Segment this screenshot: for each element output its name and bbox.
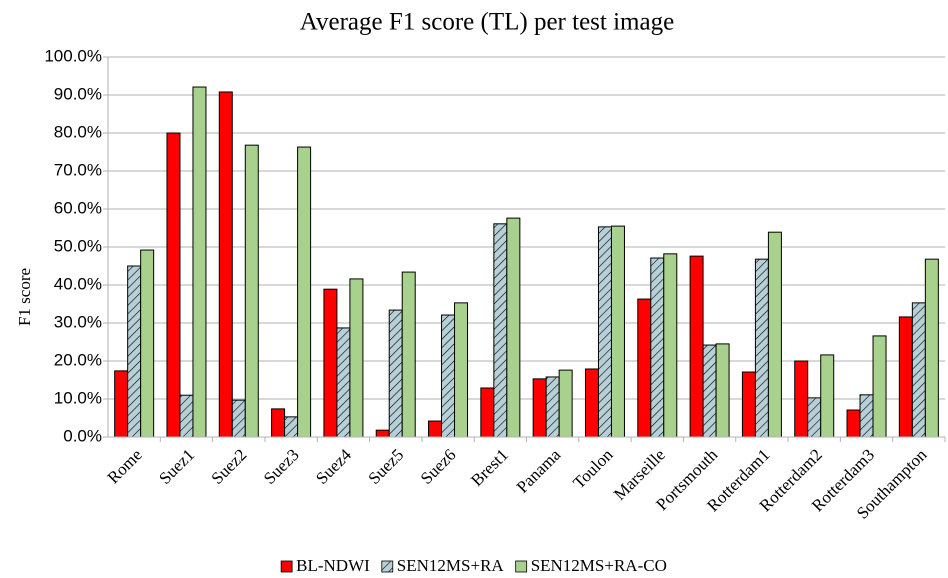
- legend-swatch: [280, 560, 293, 573]
- bar: [872, 335, 887, 438]
- y-axis-label: F1 score: [15, 268, 34, 326]
- legend-label: BL-NDWI: [296, 556, 370, 575]
- bar: [506, 217, 521, 438]
- x-tick-label: Suez1: [155, 445, 198, 488]
- bar: [192, 86, 207, 438]
- bar: [218, 91, 233, 438]
- bar: [388, 309, 403, 438]
- y-tick-label: 50.0%: [54, 236, 102, 255]
- legend-swatch: [381, 560, 394, 573]
- bar: [807, 397, 822, 438]
- x-tick-label: Suez4: [312, 445, 355, 488]
- bar: [859, 394, 874, 438]
- bar: [401, 271, 416, 438]
- bar: [336, 327, 351, 438]
- bar: [715, 343, 730, 438]
- legend-label: SEN12MS+RA: [397, 556, 505, 575]
- bar: [441, 314, 456, 438]
- bar: [911, 302, 926, 438]
- bar: [179, 394, 194, 438]
- y-tick-label: 20.0%: [54, 350, 102, 369]
- bar: [375, 429, 390, 438]
- bar: [480, 387, 495, 438]
- bar: [584, 368, 599, 438]
- y-tick-label: 100.0%: [44, 46, 102, 65]
- bar: [140, 249, 155, 438]
- bar: [323, 288, 338, 438]
- chart-title: Average F1 score (TL) per test image: [300, 9, 674, 36]
- bar: [284, 416, 299, 438]
- legend-label: SEN12MS+RA-CO: [531, 556, 667, 575]
- bar: [846, 409, 861, 438]
- bar: [597, 226, 612, 438]
- x-tick-label: Panama: [513, 445, 565, 497]
- y-tick-label: 80.0%: [54, 122, 102, 141]
- x-tick-label: Toulon: [569, 445, 617, 493]
- bar: [454, 302, 469, 438]
- bar: [610, 225, 625, 438]
- bar: [428, 420, 443, 438]
- bar: [545, 376, 560, 438]
- y-tick-label: 10.0%: [54, 388, 102, 407]
- bar: [741, 371, 756, 438]
- y-tick-label: 40.0%: [54, 274, 102, 293]
- bar: [493, 223, 508, 438]
- x-tick-label: Suez3: [260, 445, 303, 488]
- bar: [663, 253, 678, 438]
- bar: [637, 298, 652, 438]
- bar: [767, 231, 782, 438]
- bar: [231, 399, 246, 438]
- x-tick-label: Suez2: [208, 445, 251, 488]
- y-tick-label: 0.0%: [63, 426, 102, 445]
- y-tick-label: 90.0%: [54, 84, 102, 103]
- bar: [532, 378, 547, 438]
- x-tick-label: Rome: [104, 445, 146, 487]
- bar: [820, 354, 835, 438]
- x-tick-label: Brest1: [467, 445, 512, 490]
- x-tick-label: Suez5: [364, 445, 407, 488]
- bar: [794, 360, 809, 438]
- bar: [127, 265, 142, 438]
- bar: [689, 255, 704, 438]
- bar: [349, 278, 364, 438]
- legend-swatch: [515, 560, 528, 573]
- legend: BL-NDWI SEN12MS+RA SEN12MS+RA-CO: [280, 556, 667, 575]
- bar: [754, 258, 769, 438]
- x-tick-label: Suez6: [417, 445, 460, 488]
- y-tick-label: 30.0%: [54, 312, 102, 331]
- bar: [898, 316, 913, 438]
- bar: [271, 408, 286, 438]
- bar: [558, 369, 573, 438]
- bar: [166, 132, 181, 438]
- bar: [650, 257, 665, 438]
- y-tick-label: 60.0%: [54, 198, 102, 217]
- bar: [244, 144, 259, 438]
- bar: [702, 344, 717, 438]
- bar: [114, 370, 129, 438]
- bar: [924, 258, 939, 438]
- bar: [297, 146, 312, 438]
- y-tick-label: 70.0%: [54, 160, 102, 179]
